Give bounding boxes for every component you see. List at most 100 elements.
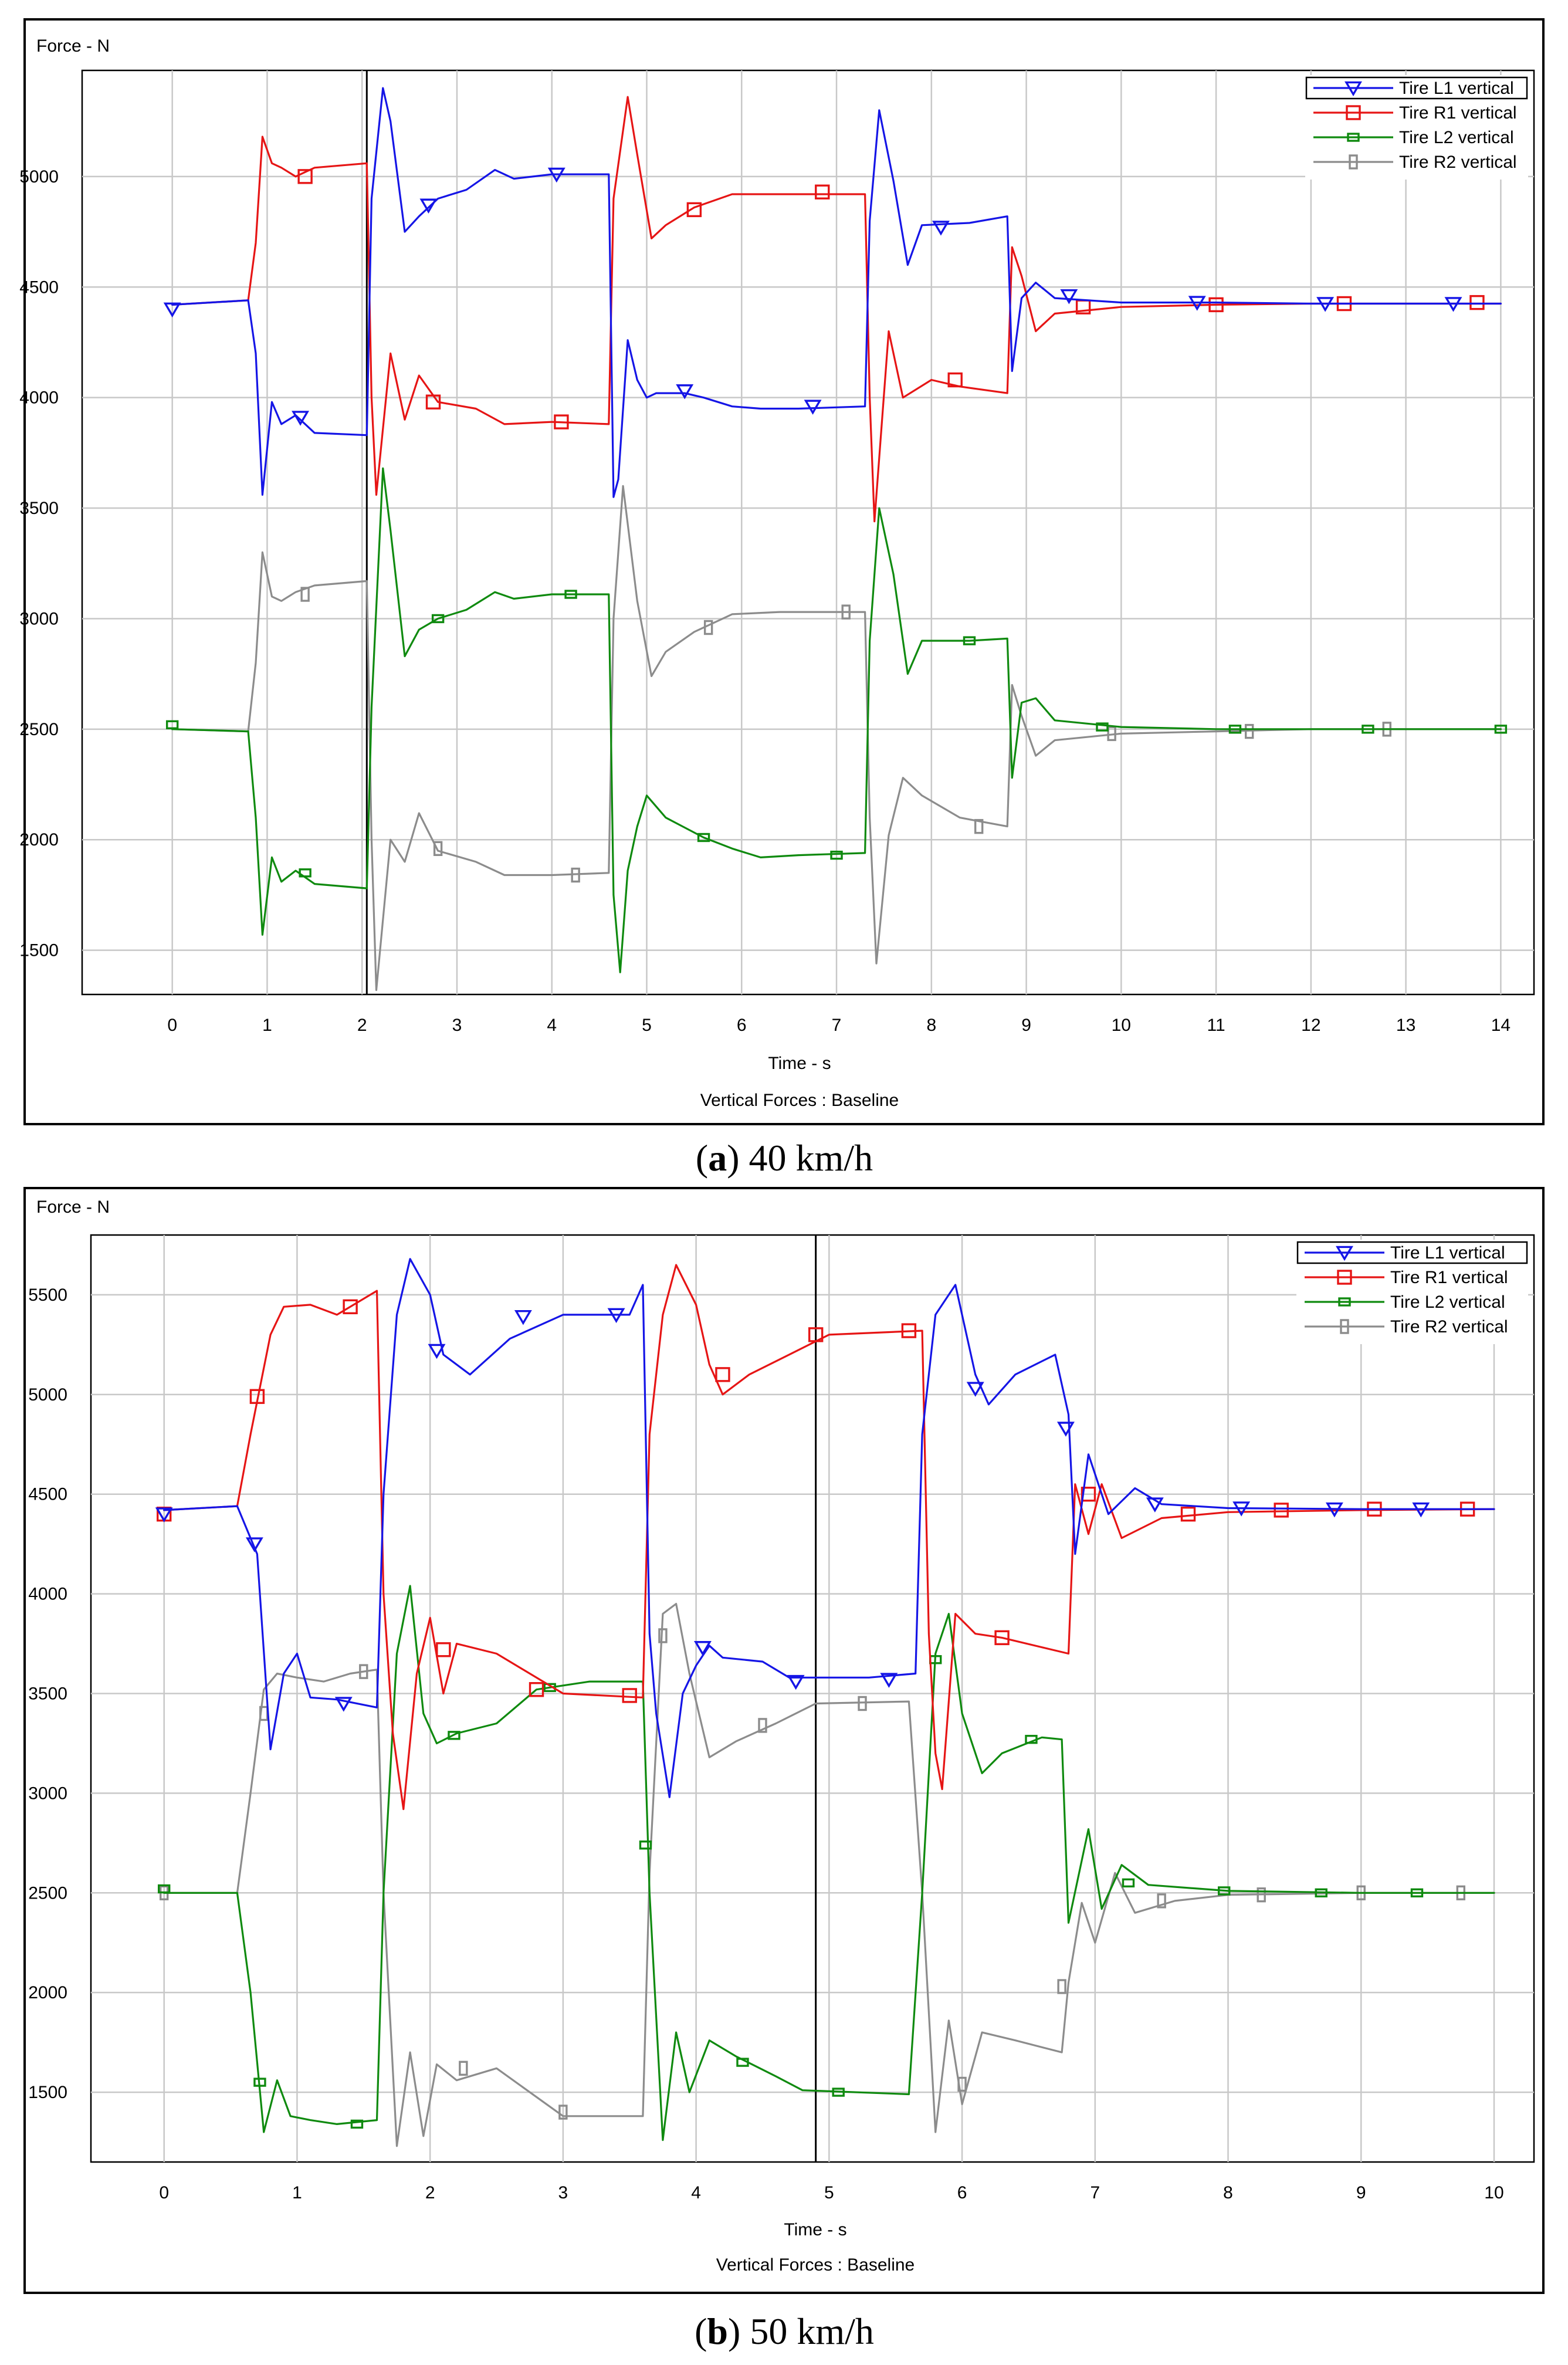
panel-b-marker-tire-r1-vertical (1274, 1503, 1289, 1518)
panel-b-marker-tire-l1-vertical (245, 1537, 263, 1552)
panel-a-legend-marker-tire-l1-vertical (1345, 81, 1362, 97)
panel-b-marker-tire-r2-vertical (658, 1628, 668, 1643)
panel-a-marker-tire-l1-vertical (932, 221, 950, 236)
panel-a-marker-tire-l1-vertical (1444, 297, 1462, 312)
panel-a-x-tick-label: 3 (452, 1016, 462, 1035)
panel-a-x-tick-label: 14 (1491, 1016, 1511, 1035)
panel-b-x-tick-label: 7 (1090, 2183, 1100, 2202)
panel-a-legend-label-tire-r1-vertical: Tire R1 vertical (1399, 103, 1517, 123)
panel-a-y-tick-label: 2500 (19, 720, 59, 739)
panel-b-marker-tire-l1-vertical (1146, 1497, 1164, 1513)
panel-b-marker-tire-r1-vertical (343, 1299, 358, 1315)
panel-a-marker-tire-r1-vertical (1208, 297, 1224, 313)
panel-b-y-tick-label: 5500 (28, 1285, 67, 1305)
panel-b-x-tick-label: 2 (425, 2183, 435, 2202)
panel-b-marker-tire-l2-vertical (253, 2078, 266, 2087)
panel-b-marker-tire-r1-vertical (622, 1688, 637, 1703)
panel-b-caption-letter: b (707, 2310, 728, 2352)
panel-a-y-ticks: 1500 2000 2500 3000 3500 4000 4500 5000 (19, 167, 59, 960)
panel-a-marker-tire-r2-vertical (1107, 726, 1116, 742)
panel-a-marker-tire-l2-vertical (1362, 725, 1374, 734)
panel-a-marker-tire-r1-vertical (297, 169, 313, 184)
panel-a-marker-tire-l1-vertical (292, 411, 310, 426)
panel-b-line-tire-r2-vertical (163, 1603, 1495, 2147)
panel-b-x-tick-label: 4 (691, 2183, 701, 2202)
panel-b-marker-tire-l1-vertical (514, 1310, 532, 1325)
panel-b-chart: Force - N 150020002500300035004000450050… (23, 1187, 1545, 2294)
panel-a-marker-tire-r1-vertical (1469, 295, 1485, 310)
panel-b-marker-tire-l2-vertical (832, 2087, 845, 2097)
panel-a-legend-highlight (1305, 76, 1528, 100)
panel-a-x-tick-label: 4 (547, 1016, 557, 1035)
panel-b-legend-marker-tire-l2-vertical (1338, 1297, 1351, 1307)
panel-a-legend-marker-tire-r1-vertical (1346, 105, 1361, 120)
panel-a-series (163, 87, 1508, 992)
panel-a-x-axis-title: Time - s (768, 1054, 831, 1073)
panel-b-legend-label-tire-r2-vertical: Tire R2 vertical (1390, 1317, 1508, 1337)
panel-b-x-tick-label: 9 (1356, 2183, 1366, 2202)
panel-a-marker-tire-l2-vertical (1228, 725, 1242, 734)
panel-a-line-tire-l2-vertical (171, 467, 1502, 973)
panel-b-marker-tire-r2-vertical (1057, 1979, 1066, 1994)
panel-a-marker-tire-r1-vertical (686, 202, 702, 218)
panel-b-marker-tire-r1-vertical (436, 1642, 451, 1657)
panel-a-series-tire-l1-vertical (163, 87, 1502, 498)
panel-b-x-tick-label: 6 (957, 2183, 967, 2202)
panel-a-x-tick-label: 5 (642, 1016, 652, 1035)
panel-b-marker-tire-r2-vertical (1257, 1887, 1266, 1903)
panel-a-line-tire-r1-vertical (171, 96, 1502, 523)
panel-b-marker-tire-r2-vertical (558, 2105, 568, 2120)
panel-b-y-tick-label: 2500 (28, 1883, 67, 1903)
panel-b-y-ticks: 1500 2000 2500 3000 3500 4000 4500 5000 5500 (28, 1285, 67, 2102)
panel-a-x-tick-label: 8 (926, 1016, 936, 1035)
panel-b-marker-tire-l1-vertical (693, 1641, 712, 1656)
panel-b-line-tire-l2-vertical (163, 1585, 1495, 2141)
panel-b-x-ticks: 0 1 2 3 4 5 6 7 8 9 10 (159, 2183, 1503, 2202)
panel-a-marker-tire-l1-vertical (163, 302, 181, 318)
panel-a-y-tick-label: 4000 (19, 388, 59, 408)
panel-b-caption-speed: 50 km/h (740, 2310, 874, 2352)
panel-b-marker-tire-r1-vertical (994, 1630, 1010, 1646)
panel-b-x-axis-title: Time - s (784, 2220, 846, 2239)
panel-b-y-tick-label: 1500 (28, 2083, 67, 2102)
panel-b-marker-tire-l2-vertical (1122, 1878, 1135, 1888)
panel-a-legend: Tire L1 vertical Tire R1 vertical Tire L2 … (1305, 75, 1528, 180)
panel-a-y-axis-title: Force - N (36, 36, 110, 56)
panel-b-legend: Tire L1 vertical Tire R1 vertical Tire L2 … (1296, 1240, 1528, 1344)
panel-a-marker-tire-r1-vertical (947, 372, 963, 388)
panel-b-caption: (b) 50 km/h (695, 2310, 874, 2352)
panel-a-x-tick-label: 6 (737, 1016, 747, 1035)
panel-b-x-tick-label: 3 (558, 2183, 568, 2202)
panel-b-plot-area (90, 1234, 1535, 2163)
panel-a-marker-tire-l1-vertical (547, 167, 565, 183)
panel-b-marker-tire-r1-vertical (715, 1367, 730, 1382)
panel-b-series-tire-l1-vertical (155, 1258, 1495, 1798)
panel-b-marker-tire-r1-vertical (249, 1389, 265, 1404)
panel-a-marker-tire-r2-vertical (433, 841, 443, 857)
panel-b-marker-tire-l2-vertical (1315, 1888, 1327, 1897)
panel-b-marker-tire-r1-vertical (1081, 1487, 1096, 1502)
panel-a-x-tick-label: 9 (1021, 1016, 1031, 1035)
panel-a-marker-tire-r2-vertical (300, 587, 310, 602)
panel-a-y-tick-label: 3500 (19, 499, 59, 518)
panel-a-legend-marker-tire-r2-vertical (1349, 154, 1358, 170)
panel-b-marker-tire-l1-vertical (966, 1382, 984, 1397)
panel-b-legend-marker-tire-l1-vertical (1336, 1246, 1353, 1261)
panel-b-marker-tire-l2-vertical (1218, 1886, 1231, 1896)
panel-a-marker-tire-r2-vertical (974, 818, 984, 834)
panel-b-marker-tire-r1-vertical (1180, 1506, 1196, 1522)
panel-a-x-tick-label: 13 (1396, 1016, 1415, 1035)
panel-a-caption: (a) 40 km/h (696, 1137, 873, 1179)
panel-b-marker-tire-l2-vertical (448, 1731, 460, 1740)
panel-a-marker-tire-r1-vertical (554, 414, 569, 429)
panel-b-legend-item-tire-r1-vertical: Tire R1 vertical (1305, 1268, 1508, 1287)
panel-a-marker-tire-l2-vertical (697, 833, 710, 843)
panel-b-y-axis-title: Force - N (36, 1197, 110, 1217)
panel-b-marker-tire-l2-vertical (639, 1840, 652, 1850)
panel-a-marker-tire-r1-vertical (425, 394, 441, 410)
panel-b-x-tick-label: 1 (292, 2183, 302, 2202)
panel-a-marker-tire-l1-vertical (419, 198, 438, 214)
panel-b-y-tick-label: 3000 (28, 1784, 67, 1803)
panel-b-marker-tire-l1-vertical (1325, 1502, 1343, 1518)
